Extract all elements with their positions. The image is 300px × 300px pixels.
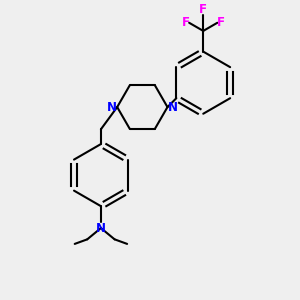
Text: F: F — [199, 3, 207, 16]
Text: F: F — [182, 16, 190, 29]
Text: N: N — [107, 100, 117, 114]
Text: N: N — [96, 222, 106, 236]
Text: F: F — [217, 16, 225, 29]
Text: N: N — [167, 100, 178, 114]
